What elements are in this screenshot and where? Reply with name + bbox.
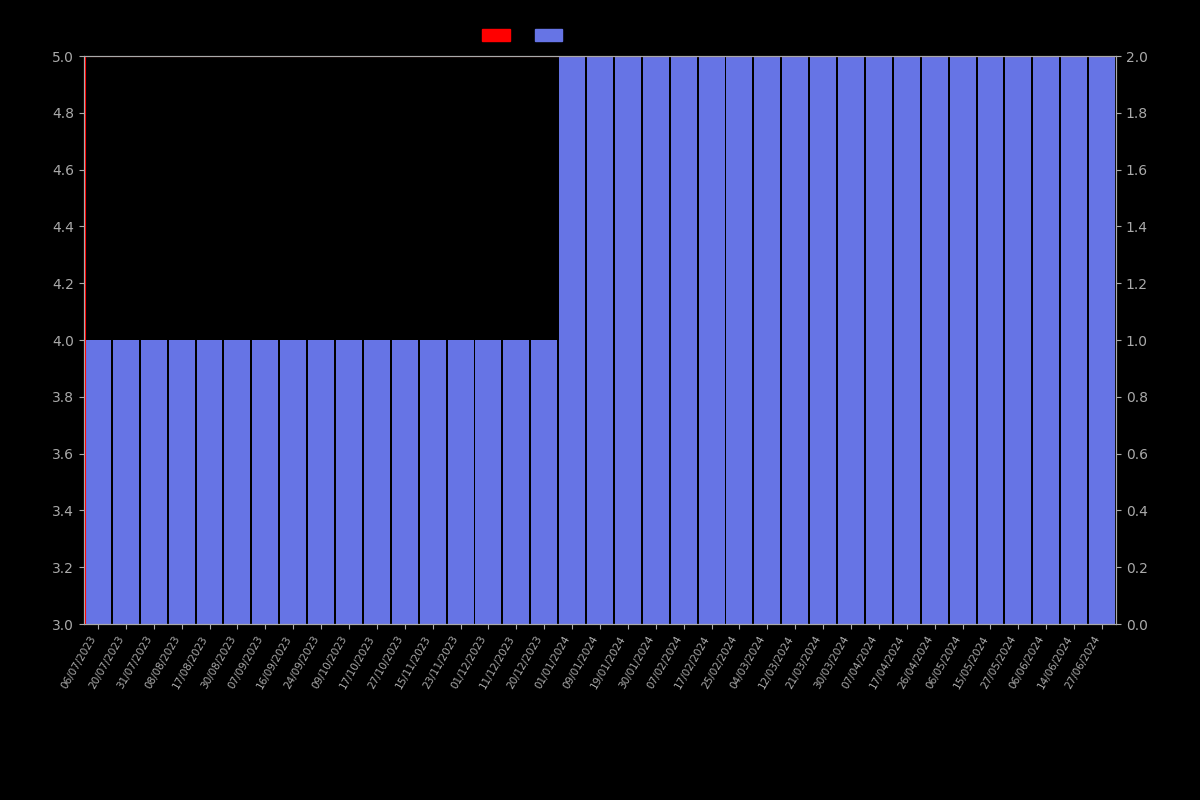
Bar (643, 56, 668, 624)
Bar (391, 340, 418, 624)
Bar (420, 340, 445, 624)
Bar (197, 340, 222, 624)
Bar (140, 340, 167, 624)
Legend: , : , (482, 29, 574, 43)
Bar (85, 340, 110, 624)
Bar (559, 56, 586, 624)
Bar (224, 340, 251, 624)
Bar (614, 56, 641, 624)
Bar (1061, 56, 1087, 624)
Bar (113, 340, 139, 624)
Bar (1090, 56, 1115, 624)
Bar (448, 340, 474, 624)
Bar (978, 56, 1003, 624)
Bar (308, 340, 334, 624)
Bar (587, 56, 613, 624)
Bar (475, 340, 502, 624)
Bar (1033, 56, 1060, 624)
Bar (698, 56, 725, 624)
Bar (755, 56, 780, 624)
Bar (281, 340, 306, 624)
Bar (364, 340, 390, 624)
Bar (252, 340, 278, 624)
Bar (532, 340, 557, 624)
Bar (503, 340, 529, 624)
Bar (866, 56, 892, 624)
Bar (894, 56, 919, 624)
Bar (782, 56, 809, 624)
Bar (671, 56, 697, 624)
Bar (726, 56, 752, 624)
Bar (922, 56, 948, 624)
Bar (838, 56, 864, 624)
Bar (169, 340, 194, 624)
Bar (949, 56, 976, 624)
Bar (336, 340, 362, 624)
Bar (810, 56, 836, 624)
Bar (1006, 56, 1031, 624)
